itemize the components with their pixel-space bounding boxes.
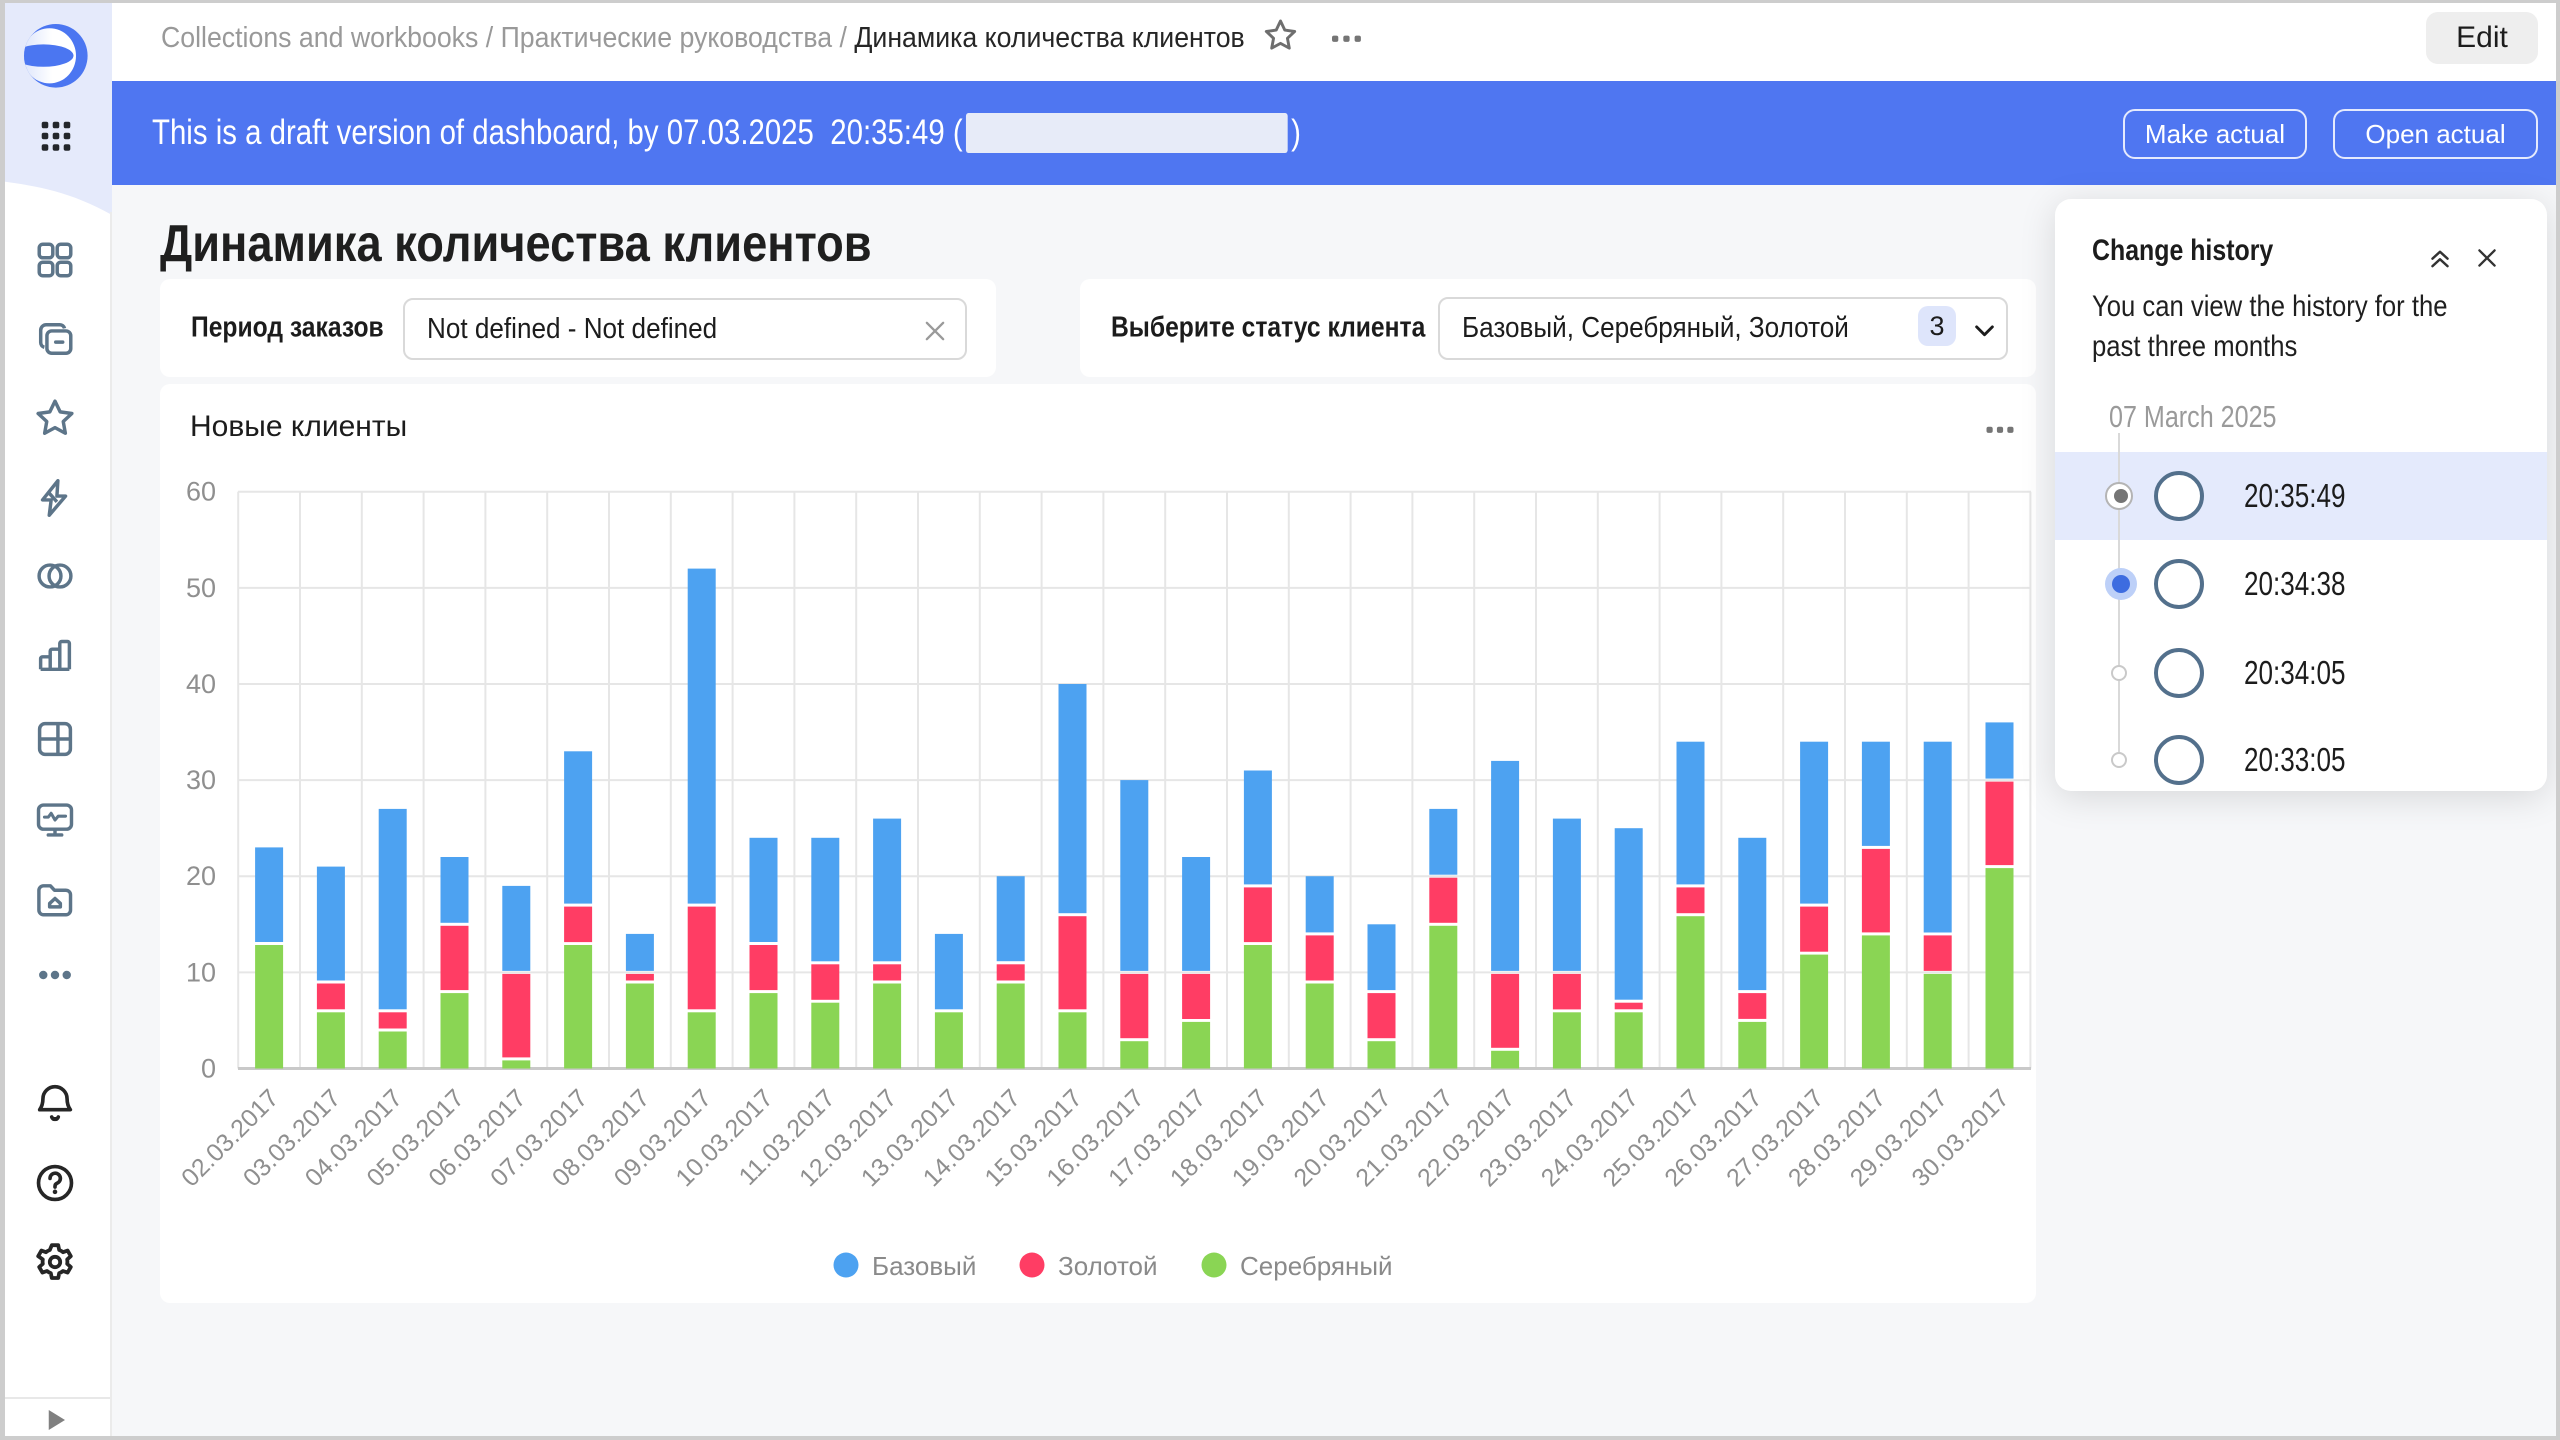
svg-text:50: 50 [186, 573, 216, 603]
svg-text:40: 40 [186, 669, 216, 699]
svg-text:60: 60 [186, 477, 216, 507]
svg-text:Золотой: Золотой [1058, 1251, 1158, 1281]
svg-text:Базовый: Базовый [872, 1251, 976, 1281]
svg-text:20: 20 [186, 861, 216, 891]
svg-text:30: 30 [186, 765, 216, 795]
svg-text:Серебряный: Серебряный [1240, 1251, 1393, 1281]
svg-text:0: 0 [201, 1054, 216, 1084]
svg-text:10: 10 [186, 957, 216, 987]
